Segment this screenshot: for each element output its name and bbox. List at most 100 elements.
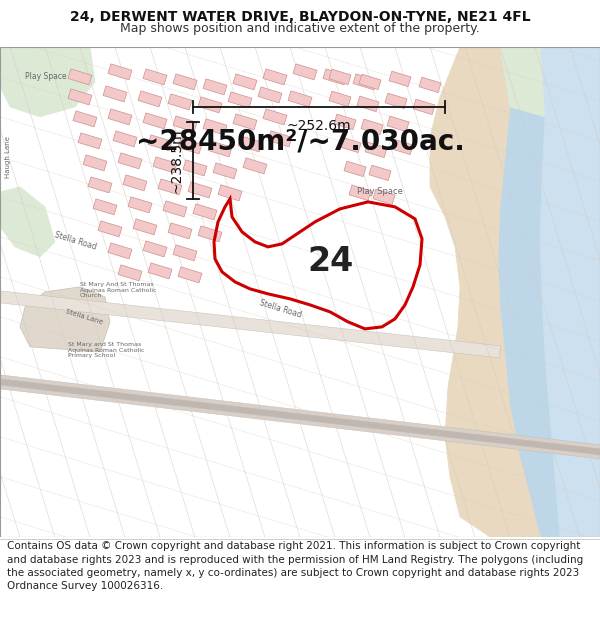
- Polygon shape: [389, 71, 411, 87]
- Polygon shape: [238, 136, 262, 152]
- Polygon shape: [143, 69, 167, 85]
- Polygon shape: [118, 153, 142, 169]
- Polygon shape: [168, 94, 192, 110]
- Polygon shape: [344, 161, 366, 177]
- Text: Play Space: Play Space: [25, 72, 67, 81]
- Polygon shape: [228, 92, 252, 108]
- Polygon shape: [103, 86, 127, 102]
- Polygon shape: [78, 133, 102, 149]
- Polygon shape: [118, 265, 142, 281]
- Polygon shape: [178, 267, 202, 283]
- Polygon shape: [419, 77, 441, 92]
- Polygon shape: [93, 199, 117, 215]
- Polygon shape: [148, 263, 172, 279]
- Polygon shape: [530, 47, 600, 537]
- Polygon shape: [233, 74, 257, 90]
- Text: ~238.5m: ~238.5m: [169, 128, 183, 192]
- Polygon shape: [387, 116, 409, 132]
- Polygon shape: [108, 243, 132, 259]
- Polygon shape: [243, 158, 267, 174]
- Text: 24: 24: [307, 246, 353, 278]
- Text: Stella Road: Stella Road: [53, 230, 97, 251]
- Polygon shape: [0, 375, 600, 459]
- Polygon shape: [0, 47, 95, 117]
- Text: St Mary and St Thomas
Aquinas Roman Catholic
Primary School: St Mary and St Thomas Aquinas Roman Cath…: [68, 342, 145, 359]
- Polygon shape: [365, 142, 387, 158]
- Polygon shape: [430, 47, 540, 537]
- Text: ~28450m²/~7.030ac.: ~28450m²/~7.030ac.: [136, 128, 464, 156]
- Polygon shape: [148, 135, 172, 151]
- Polygon shape: [158, 179, 182, 195]
- Text: ~252.6m: ~252.6m: [287, 119, 352, 133]
- Polygon shape: [173, 245, 197, 261]
- Text: Stella Lane: Stella Lane: [65, 308, 104, 326]
- Polygon shape: [258, 87, 282, 103]
- Polygon shape: [153, 157, 177, 173]
- Polygon shape: [143, 241, 167, 257]
- Polygon shape: [168, 223, 192, 239]
- Polygon shape: [163, 201, 187, 217]
- Polygon shape: [173, 116, 197, 132]
- Polygon shape: [68, 69, 92, 85]
- Text: 24, DERWENT WATER DRIVE, BLAYDON-ON-TYNE, NE21 4FL: 24, DERWENT WATER DRIVE, BLAYDON-ON-TYNE…: [70, 10, 530, 24]
- Polygon shape: [20, 287, 110, 352]
- Polygon shape: [0, 379, 600, 455]
- Polygon shape: [113, 131, 137, 147]
- Polygon shape: [73, 111, 97, 127]
- Polygon shape: [413, 99, 435, 114]
- Polygon shape: [138, 91, 162, 107]
- Polygon shape: [133, 219, 157, 235]
- Polygon shape: [0, 187, 55, 257]
- Polygon shape: [188, 182, 212, 198]
- Polygon shape: [263, 109, 287, 125]
- Polygon shape: [208, 141, 232, 157]
- Polygon shape: [203, 79, 227, 95]
- Polygon shape: [88, 177, 112, 193]
- Polygon shape: [198, 226, 222, 242]
- Polygon shape: [98, 221, 122, 237]
- Polygon shape: [339, 137, 361, 152]
- Polygon shape: [490, 47, 600, 537]
- Polygon shape: [357, 96, 379, 112]
- Polygon shape: [203, 119, 227, 135]
- Polygon shape: [323, 69, 347, 85]
- Polygon shape: [288, 91, 312, 107]
- Polygon shape: [334, 114, 356, 129]
- Polygon shape: [83, 155, 107, 171]
- Polygon shape: [373, 189, 395, 204]
- Text: Map shows position and indicative extent of the property.: Map shows position and indicative extent…: [120, 22, 480, 35]
- Polygon shape: [198, 97, 222, 113]
- Polygon shape: [0, 291, 500, 358]
- Polygon shape: [233, 114, 257, 130]
- Polygon shape: [369, 165, 391, 181]
- Polygon shape: [143, 113, 167, 129]
- Polygon shape: [108, 64, 132, 80]
- Polygon shape: [268, 131, 292, 147]
- Polygon shape: [128, 197, 152, 213]
- Text: St Mary And St Thomas
Aquinas Roman Catholic
Church: St Mary And St Thomas Aquinas Roman Cath…: [80, 282, 157, 299]
- Text: Contains OS data © Crown copyright and database right 2021. This information is : Contains OS data © Crown copyright and d…: [7, 541, 583, 591]
- Text: Play Space: Play Space: [357, 188, 403, 196]
- Polygon shape: [218, 185, 242, 201]
- Polygon shape: [173, 74, 197, 90]
- Polygon shape: [329, 69, 351, 84]
- Text: Stella Road: Stella Road: [258, 298, 302, 319]
- Polygon shape: [359, 74, 381, 89]
- Polygon shape: [68, 89, 92, 105]
- Polygon shape: [353, 74, 377, 90]
- Polygon shape: [123, 175, 147, 191]
- Polygon shape: [263, 69, 287, 85]
- Polygon shape: [193, 204, 217, 220]
- Polygon shape: [183, 160, 207, 176]
- Polygon shape: [385, 93, 407, 109]
- Polygon shape: [480, 47, 545, 117]
- Polygon shape: [178, 138, 202, 154]
- Polygon shape: [391, 139, 413, 154]
- Polygon shape: [213, 163, 237, 179]
- Text: Haugh Lane: Haugh Lane: [5, 136, 11, 178]
- Polygon shape: [293, 64, 317, 80]
- Polygon shape: [329, 91, 351, 107]
- Polygon shape: [108, 109, 132, 125]
- Polygon shape: [361, 119, 383, 134]
- Polygon shape: [349, 185, 371, 201]
